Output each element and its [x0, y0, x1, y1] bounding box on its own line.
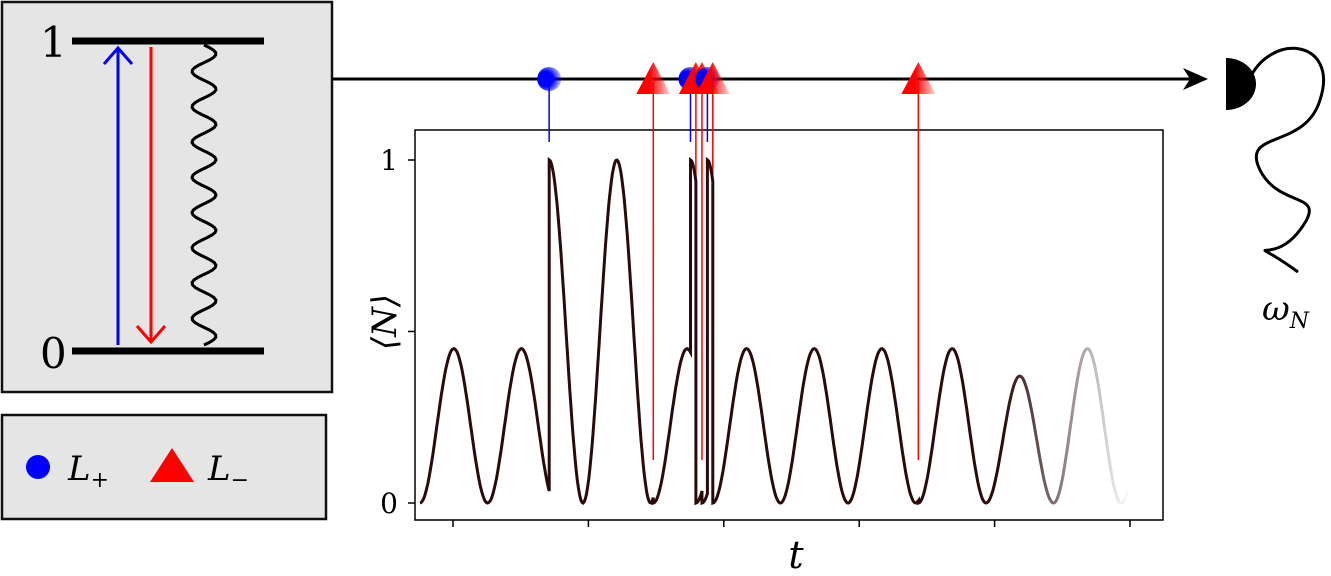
y-axis-label: ⟨N⟩ — [365, 294, 405, 350]
chart: 01 ⟨N⟩ t — [365, 62, 1164, 576]
minus-jump-marker — [901, 62, 936, 94]
upper-level-label: 1 — [40, 18, 67, 67]
jump-markers — [537, 62, 936, 94]
level-diagram: 1 0 — [0, 0, 334, 394]
detector: ωN — [1226, 46, 1325, 334]
y-ticks: 01 — [380, 144, 415, 520]
population-curve — [419, 156, 1132, 506]
level-diagram-panel — [0, 0, 334, 394]
legend-plus-label: L+ — [67, 449, 109, 493]
minus-jump-marker — [695, 62, 730, 94]
plus-jump-marker — [537, 67, 562, 91]
lower-level-label: 0 — [40, 329, 67, 378]
emission-arrowhead — [1183, 68, 1208, 90]
emission-line — [332, 68, 1208, 90]
deexcitation-arrow — [135, 47, 167, 345]
x-ticks — [452, 520, 1131, 527]
spontaneous-decay-wave — [190, 43, 218, 347]
y-tick-label: 1 — [380, 144, 398, 177]
legend-circle-marker — [26, 455, 50, 479]
y-tick-label: 0 — [380, 487, 398, 520]
detector-wave — [1246, 46, 1325, 274]
legend: L+ L− — [0, 413, 328, 521]
plot-frame — [414, 129, 1164, 521]
legend-minus-label: L− — [207, 449, 249, 493]
detector-frequency-label: ωN — [1262, 289, 1310, 334]
minus-jump-marker — [636, 62, 671, 94]
legend-triangle-marker — [150, 448, 194, 482]
excitation-arrow — [102, 45, 134, 345]
detector-icon — [1226, 58, 1256, 110]
x-axis-label: t — [788, 533, 804, 576]
